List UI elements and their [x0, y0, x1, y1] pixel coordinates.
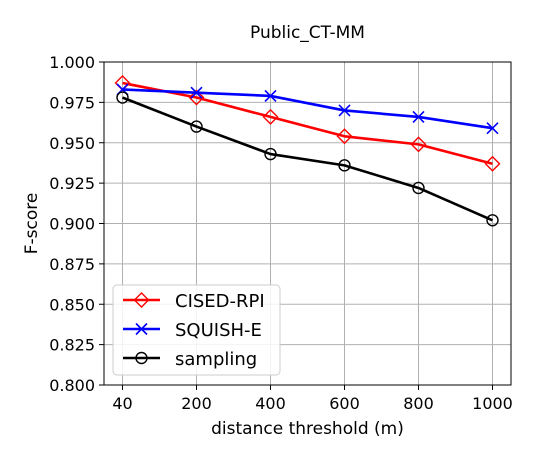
legend-label: CISED-RPI — [175, 291, 265, 312]
y-tick-label: 0.950 — [49, 134, 95, 153]
y-axis-label: F-score — [22, 193, 42, 255]
x-tick-label: 400 — [255, 394, 286, 413]
data-point — [262, 108, 279, 125]
data-point — [484, 155, 501, 172]
legend-label: sampling — [175, 349, 257, 370]
y-tick-label: 0.800 — [49, 376, 95, 395]
data-point — [412, 181, 425, 195]
data-point — [410, 136, 427, 153]
y-tick-label: 0.875 — [49, 255, 95, 274]
legend-item: sampling — [123, 349, 257, 370]
data-point — [412, 110, 425, 123]
y-tick-label: 0.925 — [49, 174, 95, 193]
data-point — [338, 159, 351, 172]
data-point — [264, 89, 277, 102]
data-point — [264, 147, 277, 161]
data-point — [486, 122, 499, 135]
y-tick-label: 1.000 — [49, 53, 95, 72]
legend-label: SQUISH-E — [175, 320, 262, 341]
series-line — [122, 88, 493, 130]
legend-swatch-marker — [133, 292, 150, 308]
data-point — [190, 86, 203, 99]
y-tick-label: 0.825 — [49, 336, 95, 355]
legend-item: SQUISH-E — [123, 320, 262, 341]
series-line — [122, 81, 493, 166]
x-tick-label: 40 — [112, 394, 132, 413]
data-point — [486, 214, 499, 227]
x-tick-label: 1000 — [472, 394, 513, 413]
series-line — [122, 96, 494, 222]
x-tick-label: 200 — [181, 394, 212, 413]
data-point — [188, 89, 205, 106]
x-axis-label: distance threshold (m) — [211, 419, 404, 439]
data-point — [338, 104, 351, 117]
legend: CISED-RPI SQUISH-E sampling — [112, 284, 281, 376]
y-tick-label: 0.900 — [49, 215, 95, 234]
series-sampling — [116, 91, 499, 227]
y-axis: 0.800 0.825 0.850 0.875 0.900 0.925 0.950 0.975… — [49, 53, 104, 395]
series-cised-rpi — [114, 75, 501, 172]
legend-box — [112, 284, 281, 376]
data-point — [190, 120, 203, 133]
y-tick-label: 0.975 — [49, 93, 95, 112]
data-point — [116, 91, 129, 104]
legend-item: CISED-RPI — [123, 291, 265, 312]
x-tick-label: 800 — [403, 394, 434, 413]
chart-title: Public_CT-MM — [250, 23, 365, 43]
legend-swatch-marker — [135, 322, 148, 336]
data-point — [336, 128, 353, 145]
y-tick-label: 0.850 — [49, 295, 95, 314]
legend-swatch-marker — [135, 351, 148, 365]
x-tick-label: 600 — [329, 394, 360, 413]
series-layer — [114, 75, 501, 227]
x-axis: 40 200 400 600 800 1000 — [112, 385, 513, 413]
